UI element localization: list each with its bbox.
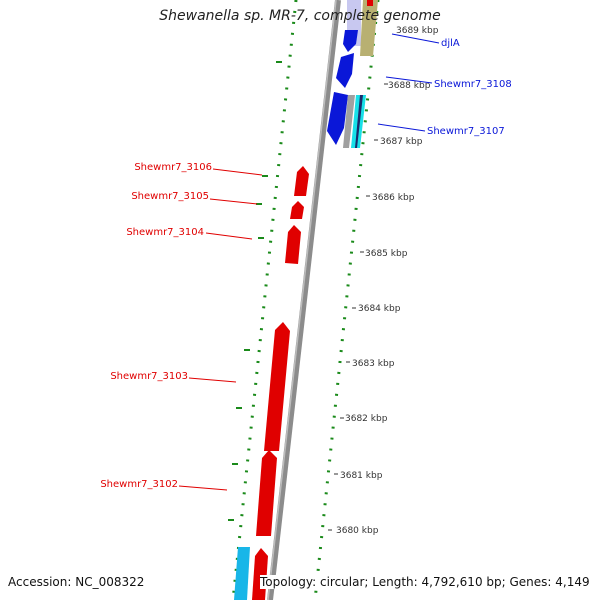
forward-gene-labels: djlA Shewmr7_3108 Shewmr7_3107 — [377, 33, 512, 137]
gc-track-outer — [313, 0, 380, 600]
ruler-ticks — [328, 83, 388, 531]
genome-info-text: Topology: circular; Length: 4,792,610 bp… — [260, 575, 590, 589]
ruler-label: 3684 kbp — [358, 304, 401, 314]
gene-label-shewmr7-3108[interactable]: Shewmr7_3108 — [434, 79, 512, 90]
gene-label-shewmr7-3104[interactable]: Shewmr7_3104 — [126, 227, 204, 238]
gene-djla[interactable] — [343, 30, 358, 52]
ruler-labels: 3689 kbp 3688 kbp 3687 kbp 3686 kbp 3685… — [336, 26, 439, 536]
gene-label-shewmr7-3105[interactable]: Shewmr7_3105 — [131, 191, 209, 202]
gene-bottom-cyan[interactable] — [234, 547, 250, 600]
gene-shewmr7-3108[interactable] — [336, 53, 354, 88]
gene-shewmr7-3102[interactable] — [256, 450, 277, 536]
gene-label-shewmr7-3107[interactable]: Shewmr7_3107 — [427, 126, 505, 137]
reverse-gene-labels: Shewmr7_3106 Shewmr7_3105 Shewmr7_3104 S… — [100, 162, 263, 491]
ruler-label: 3686 kbp — [372, 193, 415, 203]
gene-shewmr7-3105[interactable] — [290, 201, 304, 219]
ruler-label: 3689 kbp — [396, 26, 439, 36]
ruler-label: 3683 kbp — [352, 359, 395, 369]
ruler-label: 3680 kbp — [336, 526, 379, 536]
gene-label-shewmr7-3103[interactable]: Shewmr7_3103 — [110, 371, 188, 382]
ruler-label: 3682 kbp — [345, 414, 388, 424]
gene-shewmr7-3104[interactable] — [285, 225, 301, 264]
gene-bottom-red[interactable] — [252, 548, 268, 600]
gene-top-khaki[interactable] — [360, 0, 378, 56]
gene-grey-small[interactable] — [343, 95, 355, 148]
ruler-label: 3681 kbp — [340, 471, 383, 481]
ruler-label: 3685 kbp — [365, 249, 408, 259]
gene-top-red-small[interactable] — [367, 0, 373, 6]
accession-text: Accession: NC_008322 — [8, 575, 145, 589]
ruler-label: 3687 kbp — [380, 137, 423, 147]
gene-label-shewmr7-3106[interactable]: Shewmr7_3106 — [134, 162, 212, 173]
gc-track-inner — [231, 0, 298, 600]
gene-label-shewmr7-3102[interactable]: Shewmr7_3102 — [100, 479, 178, 490]
gene-navy-small[interactable] — [355, 95, 363, 148]
gene-shewmr7-3107[interactable] — [327, 92, 348, 145]
ruler-label: 3688 kbp — [388, 81, 431, 91]
genome-backbone — [267, 0, 341, 600]
map-title: Shewanella sp. MR-7, complete genome — [159, 8, 441, 24]
gene-label-djla[interactable]: djlA — [441, 38, 460, 49]
gene-shewmr7-3103[interactable] — [264, 322, 290, 451]
gc-skew-marks — [228, 61, 282, 521]
gene-shewmr7-3106[interactable] — [294, 166, 309, 196]
